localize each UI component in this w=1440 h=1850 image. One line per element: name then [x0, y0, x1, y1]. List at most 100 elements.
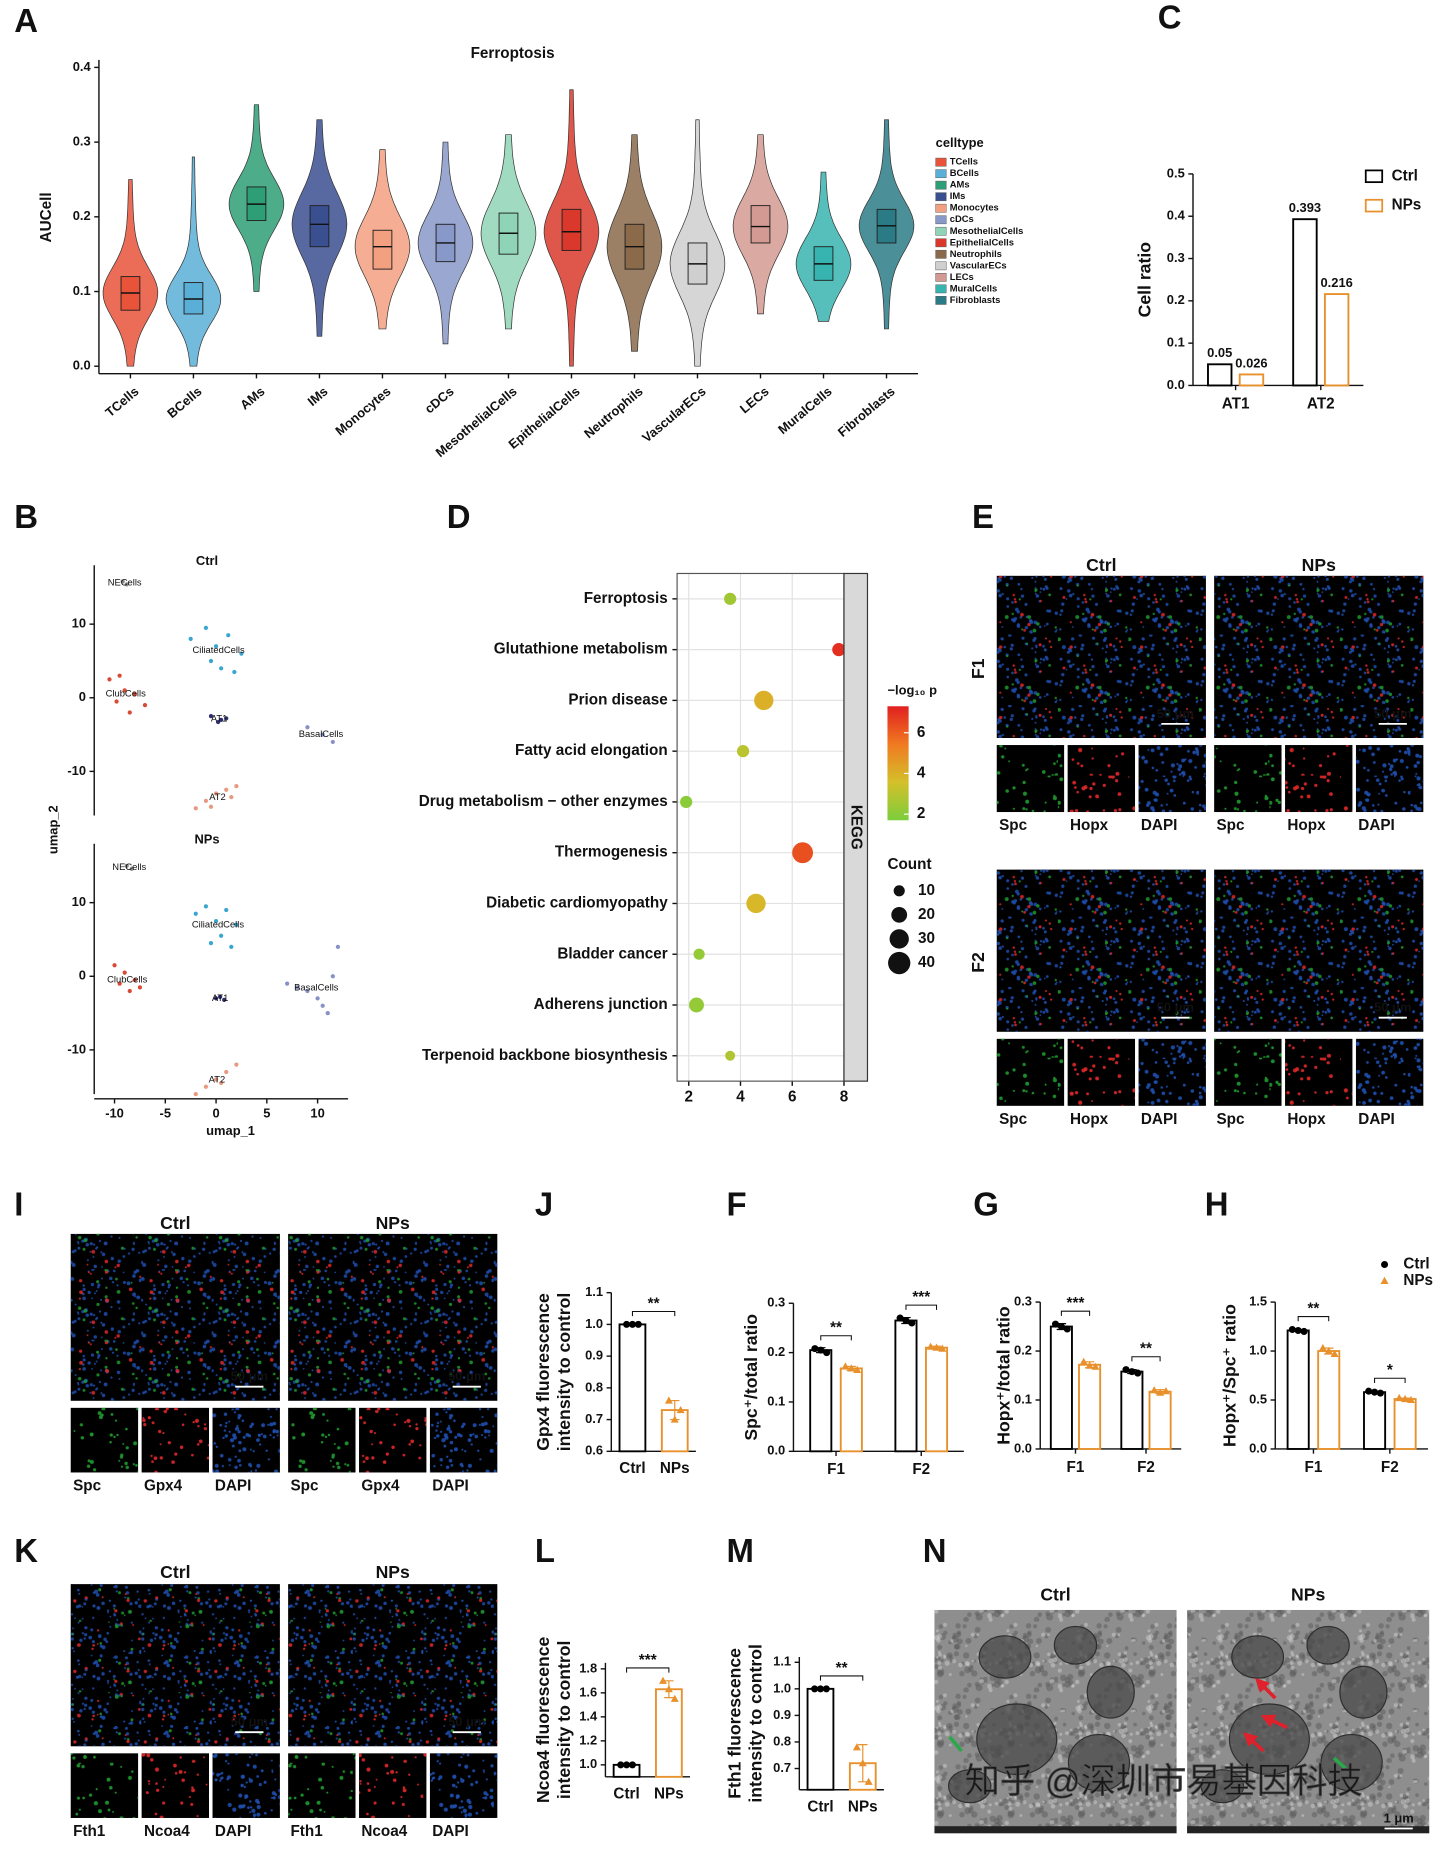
channel-label: Fth1: [290, 1823, 323, 1840]
y-tick-label: 0.8: [585, 1379, 603, 1394]
x-tick-label: BCells: [164, 384, 204, 421]
legend-label: cDCs: [950, 213, 974, 224]
cell-point: [224, 1069, 229, 1075]
cluster-label: AT1: [211, 713, 228, 724]
cell-point: [208, 658, 214, 664]
y-axis-label: Fth1 fluorescence: [725, 1648, 745, 1799]
y-tick-label: 1.0: [579, 1756, 597, 1771]
column-title: NPs: [376, 1562, 410, 1582]
legend-swatch: [1364, 198, 1384, 213]
organelle: [1067, 1733, 1131, 1792]
data-point: [617, 1761, 625, 1769]
data-point: [623, 1320, 631, 1328]
data-point: [852, 1743, 861, 1751]
legend-title: celltype: [936, 135, 984, 150]
data-point: [670, 1415, 679, 1423]
data-point: [1381, 1260, 1389, 1268]
y-tick-label: 0.6: [585, 1443, 603, 1458]
legend-swatch: [935, 157, 947, 167]
em-footer: [1187, 1826, 1430, 1834]
y-axis-label: intensity to control: [746, 1644, 766, 1803]
cell-point: [203, 798, 209, 803]
y-axis-label: Hopx⁺/Spc⁺ ratio: [1219, 1304, 1239, 1447]
scale-bar-label: 50 μm: [231, 1714, 268, 1729]
data-point: [1156, 1388, 1165, 1396]
row-label: F2: [968, 952, 988, 973]
significance-label: **: [836, 1660, 848, 1677]
cluster-label: ClubCells: [106, 688, 146, 699]
x-tick-label: AMs: [237, 384, 268, 413]
x-tick-label: AT2: [1307, 395, 1335, 412]
panel-title: NPs: [194, 832, 219, 847]
channel-image-layer: [359, 1753, 427, 1818]
x-tick-label: Ctrl: [807, 1798, 833, 1815]
legend-swatch: [935, 192, 947, 202]
cell-point: [226, 633, 231, 638]
cell-point: [132, 691, 137, 697]
colorbar-label: 6: [917, 724, 925, 741]
significance-bracket: [1297, 1316, 1330, 1322]
x-tick-label: AT1: [1222, 395, 1250, 412]
y-tick-label: 0.8: [773, 1733, 791, 1748]
bar: [1286, 1329, 1310, 1450]
channel-label: DAPI: [1141, 1111, 1177, 1128]
value-label: 0.026: [1235, 355, 1267, 370]
channel-image-layer: [1285, 745, 1353, 813]
channel-label: Gpx4: [361, 1478, 400, 1495]
y-axis-label: Spc⁺/total ratio: [741, 1314, 761, 1441]
data-point: [1134, 1369, 1142, 1377]
merged-image-layer: [70, 1233, 280, 1401]
bar: [655, 1688, 683, 1778]
data-point: [1150, 1386, 1159, 1394]
significance-bracket: [631, 1310, 676, 1317]
channel-image-layer: [1067, 1038, 1136, 1106]
cell-point: [127, 988, 132, 994]
data-point: [896, 1314, 904, 1322]
significance-bracket: [1131, 1356, 1161, 1362]
data-point: [1161, 1387, 1170, 1395]
data-point: [664, 1396, 673, 1404]
channel-image-layer: [996, 745, 1065, 813]
y-axis-label: umap_2: [46, 805, 61, 854]
channel-label: Ncoa4: [144, 1823, 190, 1840]
legend-label: VascularECs: [950, 259, 1007, 270]
cell-point: [229, 944, 234, 949]
arrow: [948, 1735, 963, 1753]
cluster-label: AT2: [209, 791, 226, 802]
bar: [1238, 373, 1265, 387]
panel-letter: I: [14, 1186, 23, 1223]
panel-letter: E: [972, 498, 994, 535]
data-point: [847, 1364, 856, 1372]
bar: [618, 1323, 647, 1453]
box: [372, 229, 393, 270]
column-title: Ctrl: [1040, 1585, 1070, 1605]
legend-label: AMs: [950, 179, 970, 190]
colorbar-title: −log₁₀ p: [887, 682, 937, 697]
x-tick-label: 0: [212, 1105, 219, 1120]
violin: [165, 156, 222, 367]
scale-bar-label: 50 μm: [1157, 706, 1194, 721]
cell-point: [129, 866, 134, 871]
data-point: [1401, 1394, 1410, 1403]
y-tick-label: 0.3: [73, 134, 91, 149]
legend-swatch: [935, 249, 947, 259]
dot: [680, 795, 693, 809]
significance-bracket: [905, 1304, 938, 1310]
y-tick-label: 0.7: [773, 1760, 791, 1775]
bar: [1323, 293, 1350, 387]
chart-title: Ferroptosis: [471, 45, 555, 62]
bar: [1078, 1363, 1102, 1450]
y-tick-label: Glutathione metabolism: [494, 641, 668, 658]
legend-label: NPs: [1403, 1272, 1433, 1289]
data-point: [664, 1685, 673, 1693]
column-title: Ctrl: [160, 1562, 190, 1582]
legend-label: Monocytes: [950, 202, 999, 213]
y-tick-label: 0.9: [585, 1348, 603, 1363]
cell-point: [213, 1077, 219, 1082]
data-point: [908, 1319, 916, 1327]
y-tick-label: 0.7: [585, 1411, 603, 1426]
merged-image-layer: [288, 1584, 498, 1747]
x-tick-label: TCells: [102, 384, 141, 420]
bar: [1148, 1390, 1172, 1450]
y-tick-label: Fatty acid elongation: [515, 742, 668, 759]
